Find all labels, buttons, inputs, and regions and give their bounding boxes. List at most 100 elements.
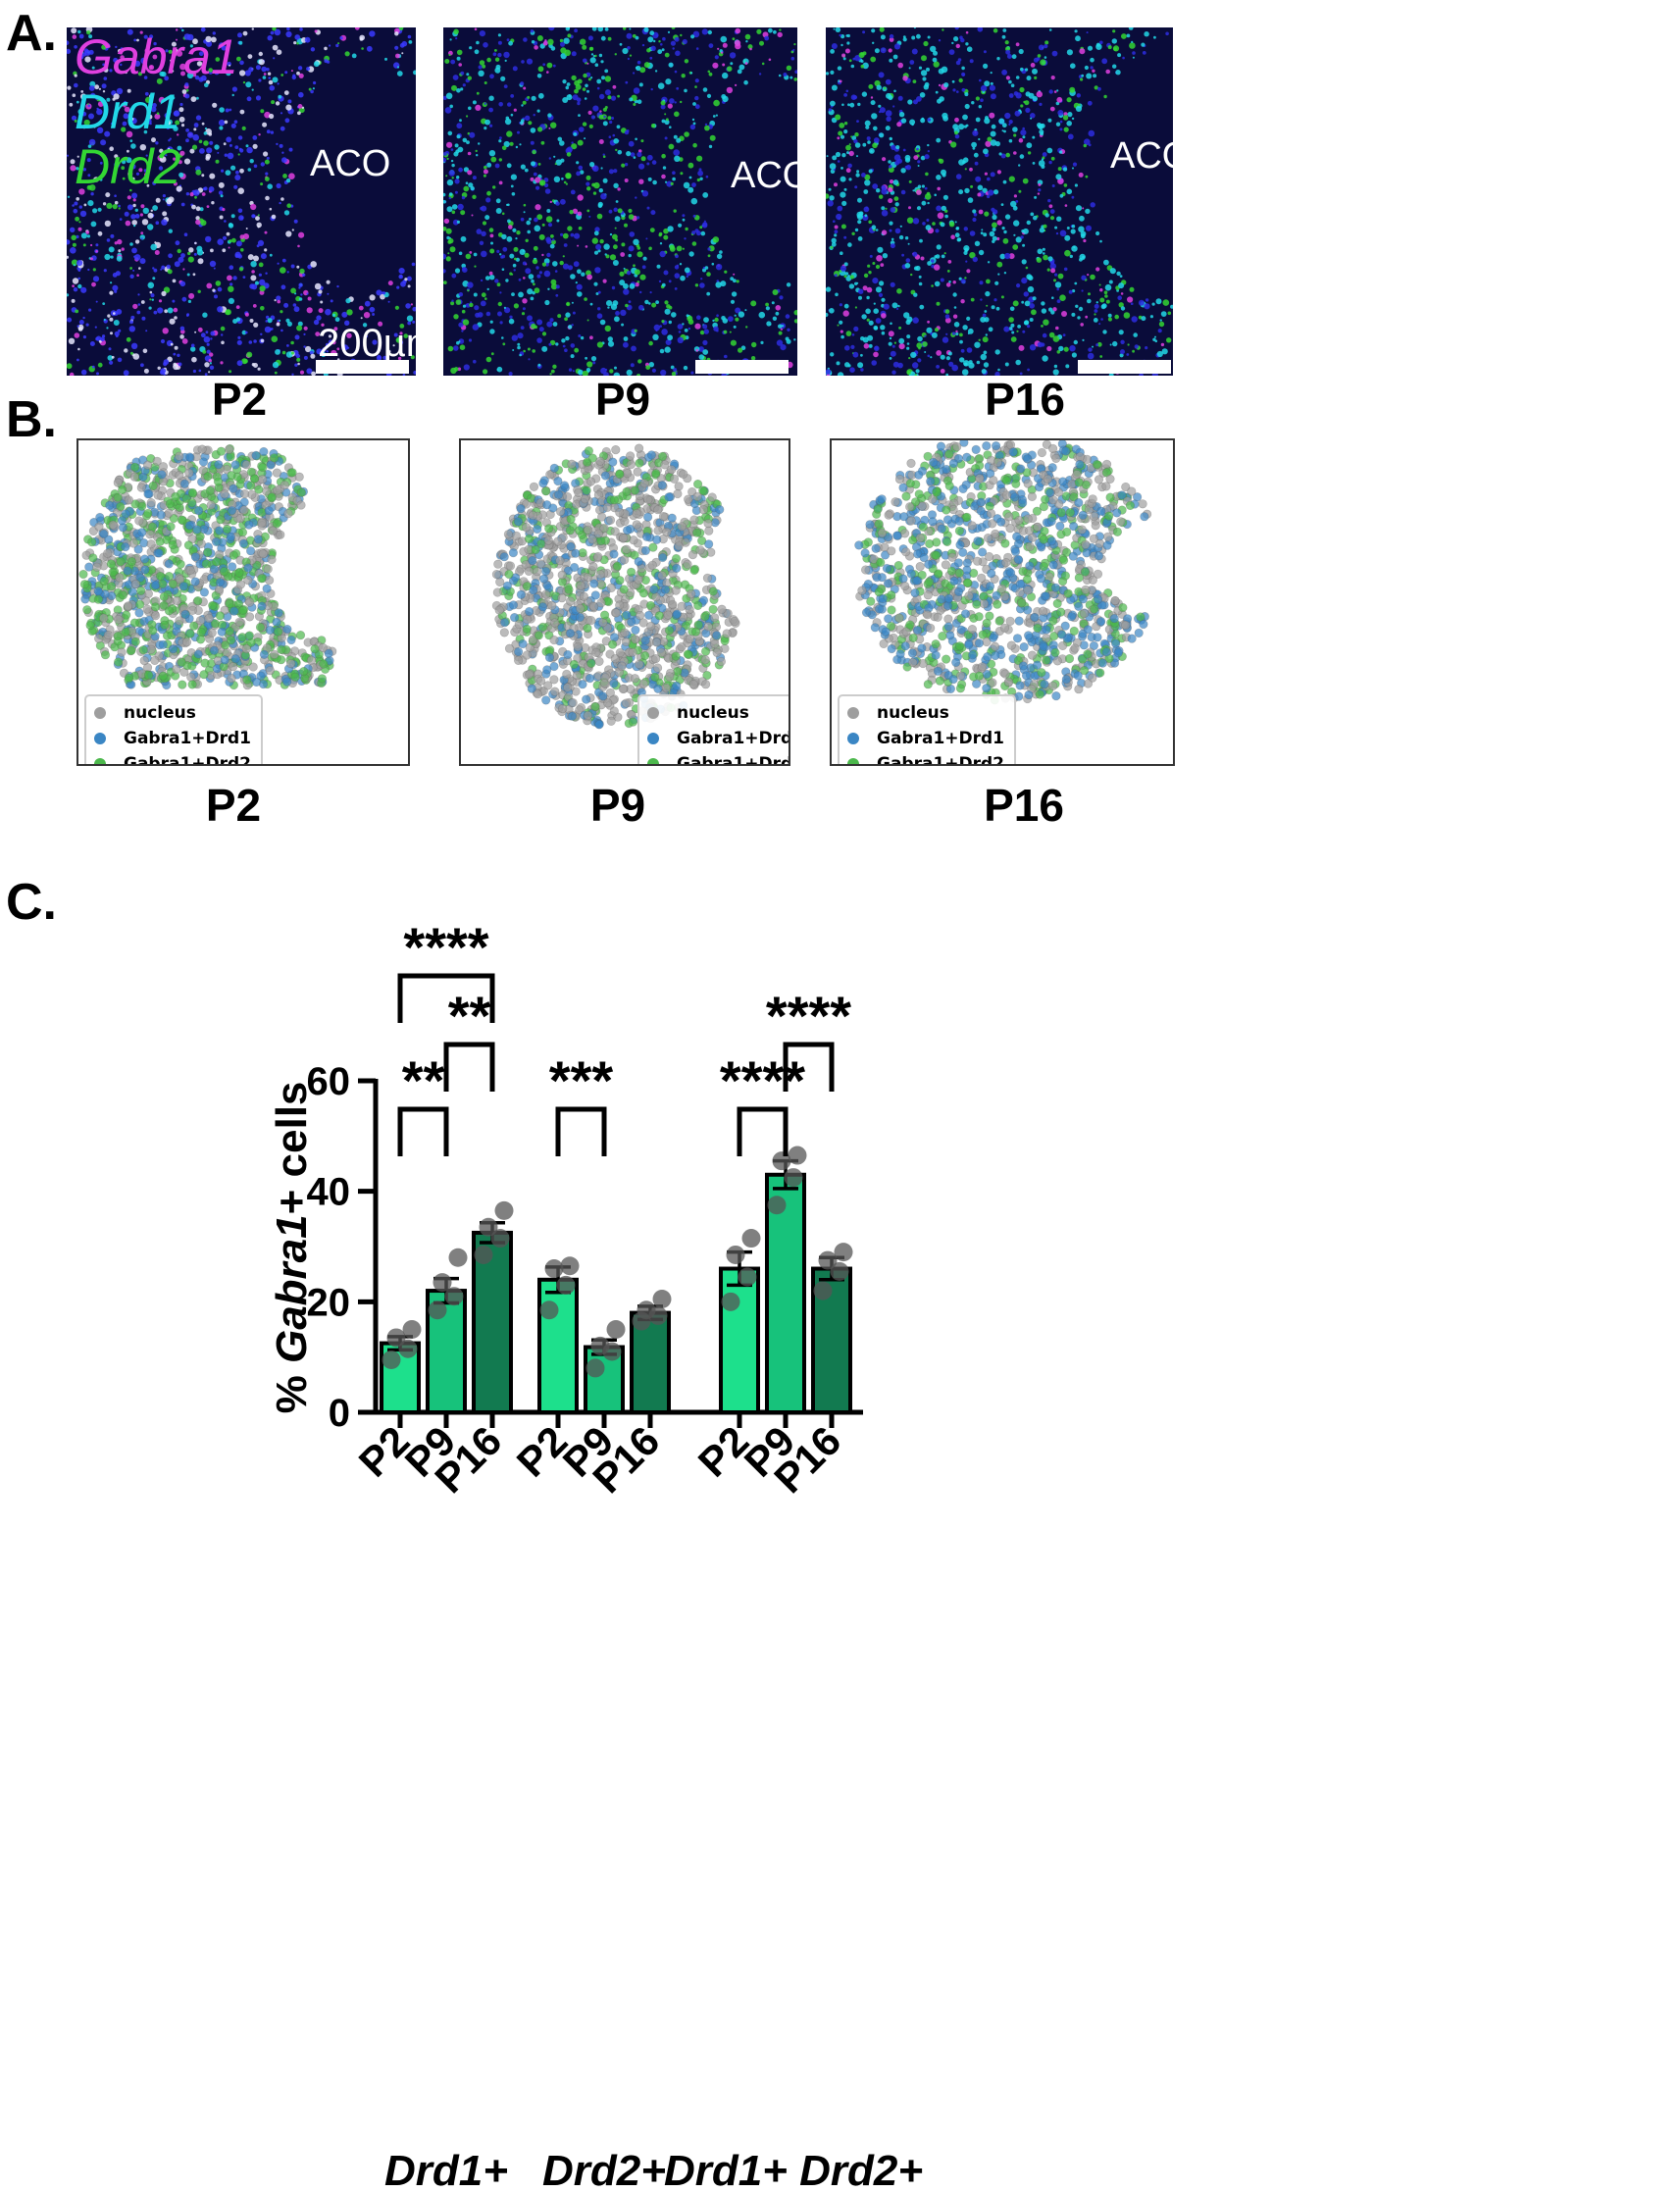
significance-bracket bbox=[783, 1042, 835, 1092]
cell-scatter-p9: nucleus Gabra1+Drd1 Gabra1+Drd2 bbox=[459, 438, 790, 766]
panel-c-label: C. bbox=[6, 874, 57, 931]
y-tick-label: 60 bbox=[307, 1060, 351, 1103]
data-point bbox=[474, 1245, 493, 1264]
data-point bbox=[830, 1261, 849, 1281]
legend-marker-drd1 bbox=[94, 733, 106, 744]
legend-marker-nucleus bbox=[94, 707, 106, 719]
data-point bbox=[590, 1336, 610, 1355]
age-label-b-p16: P16 bbox=[984, 780, 1064, 831]
significance-stars: ** bbox=[448, 985, 491, 1046]
gene-label-drd1: Drd1 bbox=[75, 84, 181, 139]
data-point bbox=[402, 1320, 422, 1339]
data-point bbox=[767, 1196, 787, 1215]
data-point bbox=[741, 1229, 761, 1249]
y-axis-label: % Gabra1+ cells bbox=[268, 1082, 316, 1414]
legend-marker-drd2 bbox=[94, 758, 106, 764]
data-point bbox=[556, 1275, 576, 1295]
age-label-a-p9: P9 bbox=[594, 374, 651, 425]
cell-scatter-p2: nucleus Gabra1+Drd1 Gabra1+Drd2 bbox=[76, 438, 410, 766]
aco-label-p2: ACO bbox=[310, 143, 391, 184]
data-point bbox=[490, 1229, 510, 1249]
data-point bbox=[398, 1339, 418, 1358]
data-point bbox=[433, 1273, 452, 1293]
panel-b-label: B. bbox=[6, 391, 57, 448]
data-point bbox=[444, 1287, 464, 1306]
gene-label-gabra1: Gabra1 bbox=[75, 29, 238, 84]
data-point bbox=[788, 1146, 807, 1165]
significance-stars: *** bbox=[549, 1049, 614, 1111]
legend-marker-drd2 bbox=[647, 758, 659, 764]
significance-bracket bbox=[397, 973, 495, 1023]
data-point bbox=[721, 1292, 740, 1311]
group-label: Drd2+ bbox=[542, 2147, 666, 2192]
aco-label-p9: ACO bbox=[731, 155, 812, 196]
significance-stars: **** bbox=[766, 985, 851, 1046]
data-point bbox=[784, 1168, 803, 1188]
legend-gabra1-drd1: Gabra1+Drd1 bbox=[677, 729, 789, 748]
gene-label-drd2: Drd2 bbox=[75, 139, 181, 194]
cell-points bbox=[491, 443, 740, 730]
fluorescence-texture bbox=[826, 27, 1173, 376]
bar bbox=[719, 1266, 760, 1414]
cell-scatter-p16: nucleus Gabra1+Drd1 Gabra1+Drd2 bbox=[830, 438, 1175, 766]
legend-nucleus: nucleus bbox=[124, 703, 196, 723]
data-point bbox=[382, 1350, 401, 1369]
scatter-legend-p16: nucleus Gabra1+Drd1 Gabra1+Drd2 bbox=[838, 694, 1017, 764]
significance-bracket bbox=[397, 1106, 449, 1156]
data-point bbox=[428, 1300, 447, 1320]
legend-marker-drd2 bbox=[847, 758, 859, 764]
y-tick-label: 0 bbox=[329, 1392, 350, 1435]
data-point bbox=[539, 1300, 559, 1320]
scatter-legend-p2: nucleus Gabra1+Drd1 Gabra1+Drd2 bbox=[84, 694, 264, 766]
panel-a-label: A. bbox=[6, 5, 57, 62]
data-point bbox=[813, 1281, 833, 1300]
data-point bbox=[448, 1248, 468, 1267]
gene-legend: Gabra1 Drd1 Drd2 bbox=[75, 29, 238, 194]
scatter-legend-p9: nucleus Gabra1+Drd1 Gabra1+Drd2 bbox=[637, 694, 789, 766]
cell-points bbox=[78, 443, 337, 690]
data-point bbox=[636, 1300, 656, 1320]
legend-gabra1-drd2: Gabra1+Drd2 bbox=[124, 754, 252, 766]
legend-marker-nucleus bbox=[647, 707, 659, 719]
data-point bbox=[606, 1320, 626, 1339]
scale-bar-p16 bbox=[1078, 360, 1171, 374]
data-point bbox=[386, 1328, 406, 1348]
scale-bar-p9 bbox=[695, 360, 789, 374]
y-tick-label: 20 bbox=[307, 1281, 351, 1324]
data-point bbox=[544, 1259, 564, 1279]
data-point bbox=[834, 1243, 853, 1262]
data-point bbox=[494, 1200, 514, 1220]
micrograph-p16 bbox=[826, 27, 1173, 376]
fluorescence-texture bbox=[67, 27, 416, 376]
data-point bbox=[585, 1358, 605, 1378]
group-label: Drd1+ bbox=[384, 2147, 508, 2192]
legend-gabra1-drd1: Gabra1+Drd1 bbox=[124, 729, 252, 748]
legend-marker-drd1 bbox=[847, 733, 859, 744]
y-tick-label: 40 bbox=[307, 1171, 351, 1214]
fluorescence-texture bbox=[443, 27, 797, 376]
group-label: Drd1+ Drd2+ bbox=[664, 2147, 923, 2192]
scale-bar-p2 bbox=[316, 360, 409, 374]
data-point bbox=[652, 1290, 672, 1309]
significance-stars: ** bbox=[402, 1049, 445, 1111]
legend-gabra1-drd1: Gabra1+Drd1 bbox=[877, 729, 1005, 748]
cell-points bbox=[854, 440, 1152, 705]
data-point bbox=[818, 1250, 838, 1270]
data-point bbox=[726, 1245, 745, 1264]
significance-stars: **** bbox=[403, 916, 488, 978]
data-point bbox=[560, 1256, 580, 1276]
data-point bbox=[738, 1267, 757, 1287]
legend-nucleus: nucleus bbox=[877, 703, 949, 723]
age-label-a-p16: P16 bbox=[985, 374, 1065, 425]
significance-bracket bbox=[737, 1106, 789, 1156]
significance-bracket bbox=[443, 1042, 495, 1092]
bar bbox=[765, 1172, 806, 1415]
legend-gabra1-drd2: Gabra1+Drd2 bbox=[677, 754, 789, 766]
legend-marker-nucleus bbox=[847, 707, 859, 719]
significance-bracket bbox=[555, 1106, 607, 1156]
data-point bbox=[479, 1217, 498, 1237]
significance-stars: **** bbox=[720, 1049, 805, 1111]
age-label-b-p9: P9 bbox=[589, 780, 646, 831]
micrograph-p2 bbox=[67, 27, 416, 376]
